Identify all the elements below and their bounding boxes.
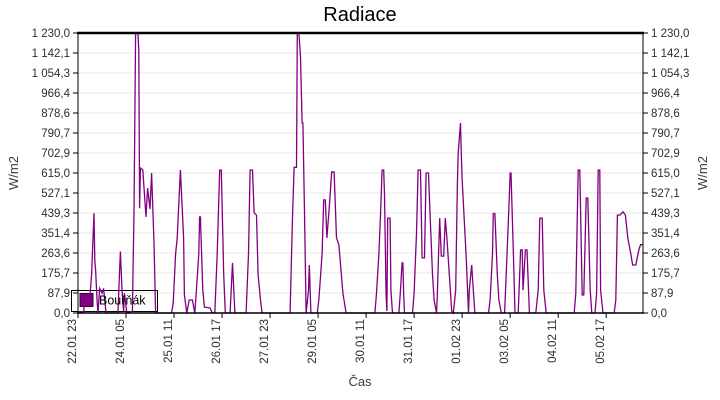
y-tick-label-left: 615,0: [41, 168, 70, 180]
y-tick-label-right: 87,9: [651, 288, 673, 300]
x-tick-label: 03.02 05: [499, 319, 511, 364]
series-line: [78, 32, 643, 315]
x-tick-label: 22.01 23: [67, 319, 79, 364]
y-tick-label-right: 351,4: [651, 228, 680, 240]
x-tick-label: 31.01 17: [403, 319, 415, 364]
y-tick-label-left: 263,6: [41, 248, 70, 260]
y-tick-label-left: 0,0: [54, 308, 70, 320]
x-tick-label: 29.01 05: [307, 319, 319, 364]
x-tick-label: 01.02 23: [451, 319, 463, 364]
legend-label: Bouřňák: [99, 294, 146, 308]
x-tick-label: 26.01 17: [211, 319, 223, 364]
x-tick-label: 27.01 23: [259, 319, 271, 364]
chart-title: Radiace: [323, 4, 397, 26]
x-tick-label: 30.01 11: [355, 319, 367, 363]
y-tick-label-left: 527,1: [41, 188, 70, 200]
y-tick-label-right: 0,0: [651, 308, 667, 320]
x-tick-label: 04.02 11: [547, 319, 559, 363]
y-tick-label-right: 790,7: [651, 128, 680, 140]
y-tick-label-right: 966,4: [651, 88, 680, 100]
y-tick-label-left: 439,3: [41, 208, 70, 220]
y-tick-label-left: 966,4: [41, 88, 70, 100]
y-tick-label-left: 175,7: [41, 268, 70, 280]
y-tick-label-right: 615,0: [651, 168, 680, 180]
y-tick-label-right: 263,6: [651, 248, 680, 260]
y-tick-label-right: 175,7: [651, 268, 680, 280]
data-series: [78, 32, 643, 315]
x-tick-label: 25.01 11: [163, 319, 175, 363]
y-tick-label-left: 351,4: [41, 228, 70, 240]
y-tick-label-left: 702,9: [41, 148, 70, 160]
x-tick-label: 05.02 17: [595, 319, 607, 364]
y-tick-label-left: 878,6: [41, 108, 70, 120]
y-tick-label-right: 527,1: [651, 188, 680, 200]
y-tick-label-left: 87,9: [48, 288, 70, 300]
y-tick-label-left: 790,7: [41, 128, 70, 140]
y-tick-label-left: 1 054,3: [32, 68, 70, 80]
y-tick-label-right: 439,3: [651, 208, 680, 220]
legend-box: [71, 290, 158, 312]
y-tick-label-left: 1 142,1: [32, 48, 70, 60]
x-axis-label: Čas: [348, 374, 372, 389]
y-tick-label-right: 1 054,3: [651, 68, 689, 80]
x-tick-label: 24.01 05: [115, 319, 127, 364]
y-tick-label-right: 1 230,0: [651, 28, 689, 40]
tick-labels: 0,0 0,0 87,9 87,9 175,7 175,7 263,6 263,6 351,4 3…: [32, 28, 690, 364]
axes: [73, 31, 648, 318]
y-tick-label-right: 1 142,1: [651, 48, 689, 60]
y-tick-label-right: 702,9: [651, 148, 680, 160]
gridlines: [78, 32, 643, 294]
y-tick-label-right: 878,6: [651, 108, 680, 120]
y-tick-label-left: 1 230,0: [32, 28, 70, 40]
